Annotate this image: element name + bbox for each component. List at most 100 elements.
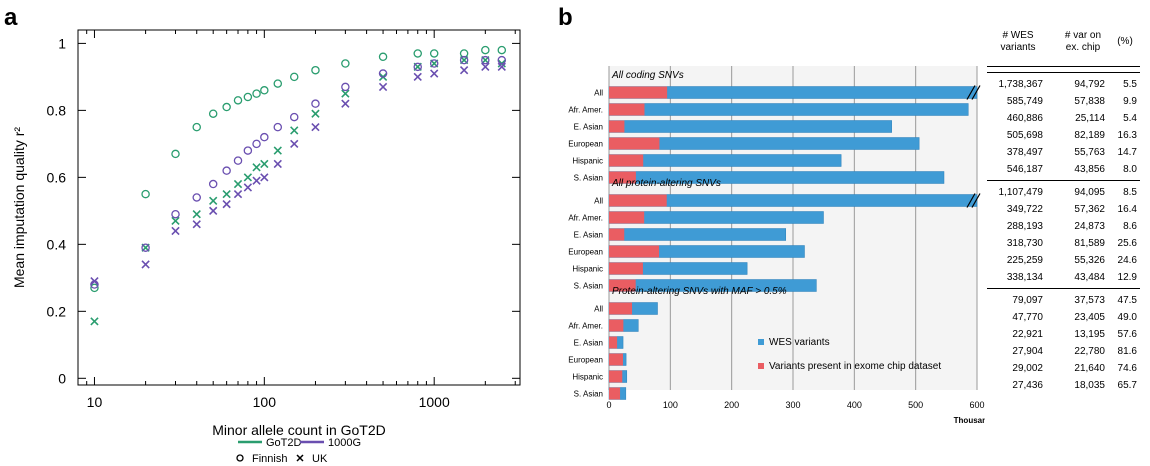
table-cell: 21,640 <box>1074 363 1105 374</box>
data-point-circle <box>192 193 201 202</box>
data-point-circle <box>90 283 99 293</box>
group-title: All protein-altering SNVs <box>611 178 721 189</box>
data-point-circle <box>311 99 320 108</box>
data-point-circle <box>459 55 469 65</box>
data-point-cross <box>209 206 218 216</box>
plot-frame <box>77 29 521 386</box>
table-row: 585,749 57,838 9.9 <box>985 93 1140 110</box>
x-tick-label: 100 <box>253 394 277 410</box>
data-point-cross <box>311 109 320 118</box>
bar-chip <box>609 370 623 383</box>
group-title: All coding SNVs <box>611 70 684 81</box>
data-point-cross <box>233 189 243 199</box>
group-title: Protein-altering SNVs with MAF > 0.5% <box>612 286 787 297</box>
table-row: 460,886 25,114 5.4 <box>985 110 1140 127</box>
col-header-wes-line1: # WES <box>1002 30 1034 41</box>
table-row: 1,107,479 94,095 8.5 <box>985 184 1140 201</box>
table-cell: 43,484 <box>1074 272 1105 283</box>
data-point-circle <box>233 96 243 105</box>
table-cell: 25.6 <box>1117 238 1137 249</box>
data-point-circle <box>429 49 439 58</box>
table-cell: 8.5 <box>1123 187 1137 198</box>
col-header-chip-line2: ex. chip <box>1065 42 1101 53</box>
table-cell: 338,134 <box>1006 272 1043 283</box>
table-cell: 27,436 <box>1012 380 1043 391</box>
category-label: S. Asian <box>574 282 603 291</box>
table-cell: 57.6 <box>1117 329 1137 340</box>
data-point-cross <box>273 159 282 169</box>
x-tick-label: 100 <box>663 400 678 410</box>
category-label: All <box>594 197 603 206</box>
legend-line-label: GoT2D <box>266 437 302 449</box>
table-cell: 23,405 <box>1074 312 1105 323</box>
bar-chip <box>609 387 621 400</box>
table-row: 27,904 22,780 81.6 <box>985 343 1140 360</box>
x-tick-label: 300 <box>785 400 800 410</box>
table-row: 22,921 13,195 57.6 <box>985 326 1140 343</box>
table-cell: 22,780 <box>1074 346 1105 357</box>
category-label: Hispanic <box>572 265 603 274</box>
data-point-circle <box>252 89 261 98</box>
legend-label: Variants present in exome chip dataset <box>769 361 941 372</box>
table-cell: 57,838 <box>1074 96 1105 107</box>
table-cell: 27,904 <box>1012 346 1043 357</box>
col-header-pct: (%) <box>1117 36 1133 47</box>
table-cell: 55,326 <box>1074 255 1105 266</box>
table-row: 225,259 55,326 24.6 <box>985 252 1140 269</box>
table-cell: 24,873 <box>1074 221 1105 232</box>
data-point-circle <box>192 122 201 132</box>
table-row: 546,187 43,856 8.0 <box>985 161 1140 178</box>
table-cell: 94,095 <box>1074 187 1105 198</box>
col-header-wes: # WES variants <box>989 30 1047 54</box>
table-cell: 585,749 <box>1006 96 1043 107</box>
data-point-cross <box>90 277 99 286</box>
data-point-cross <box>171 226 180 236</box>
x-tick-label: 0 <box>606 400 611 410</box>
table-row: 349,722 57,362 16.4 <box>985 201 1140 218</box>
category-label: Afr. Amer. <box>568 214 603 223</box>
table-row: 29,002 21,640 74.6 <box>985 360 1140 377</box>
data-point-circle <box>233 156 243 165</box>
category-label: Hispanic <box>572 373 603 382</box>
bar-chip <box>609 353 623 366</box>
table-cell: 81.6 <box>1117 346 1137 357</box>
category-label: E. Asian <box>574 231 603 240</box>
table-row: 318,730 81,589 25.6 <box>985 235 1140 252</box>
table-cell: 57,362 <box>1074 204 1105 215</box>
data-point-cross <box>497 62 506 72</box>
legend-swatch <box>758 339 764 345</box>
table-row: 505,698 82,189 16.3 <box>985 127 1140 144</box>
data-point-circle <box>222 102 231 112</box>
data-point-circle <box>289 72 299 82</box>
table-cell: 94,792 <box>1074 79 1105 90</box>
table-cell: 505,698 <box>1006 130 1043 141</box>
data-point-cross <box>273 146 282 155</box>
data-point-circle <box>141 243 150 252</box>
data-point-cross <box>209 196 218 205</box>
data-point-circle <box>208 179 218 189</box>
x-tick-label: 1000 <box>419 394 450 410</box>
bar-wes <box>608 103 969 116</box>
table-cell: 43,856 <box>1074 164 1105 175</box>
table-cell: 37,573 <box>1074 295 1105 306</box>
table-cell: 5.4 <box>1123 113 1137 124</box>
y-tick-label: 0.2 <box>47 303 67 319</box>
data-point-circle <box>378 69 388 78</box>
panel-b-label: b <box>558 4 573 31</box>
data-point-cross <box>341 89 350 98</box>
data-point-circle <box>481 55 490 65</box>
y-tick-label: 0 <box>58 370 66 386</box>
table-row: 27,436 18,035 65.7 <box>985 377 1140 394</box>
table-cell: 546,187 <box>1006 164 1043 175</box>
bar-chip <box>609 279 636 292</box>
legend-cross-icon <box>296 454 304 462</box>
table-cell: 74.6 <box>1117 363 1137 374</box>
bar-wes <box>608 120 892 133</box>
imputation-scatter-chart: 10 100 1000 0 0.2 0.4 0.6 0.8 1 Minor allele coun… <box>11 29 521 465</box>
data-point-circle <box>497 45 507 55</box>
table-cell: 1,738,367 <box>998 79 1044 90</box>
panel-a-label: a <box>4 4 18 31</box>
data-point-circle <box>497 55 507 65</box>
bar-wes <box>608 228 787 241</box>
data-point-circle <box>429 59 439 68</box>
